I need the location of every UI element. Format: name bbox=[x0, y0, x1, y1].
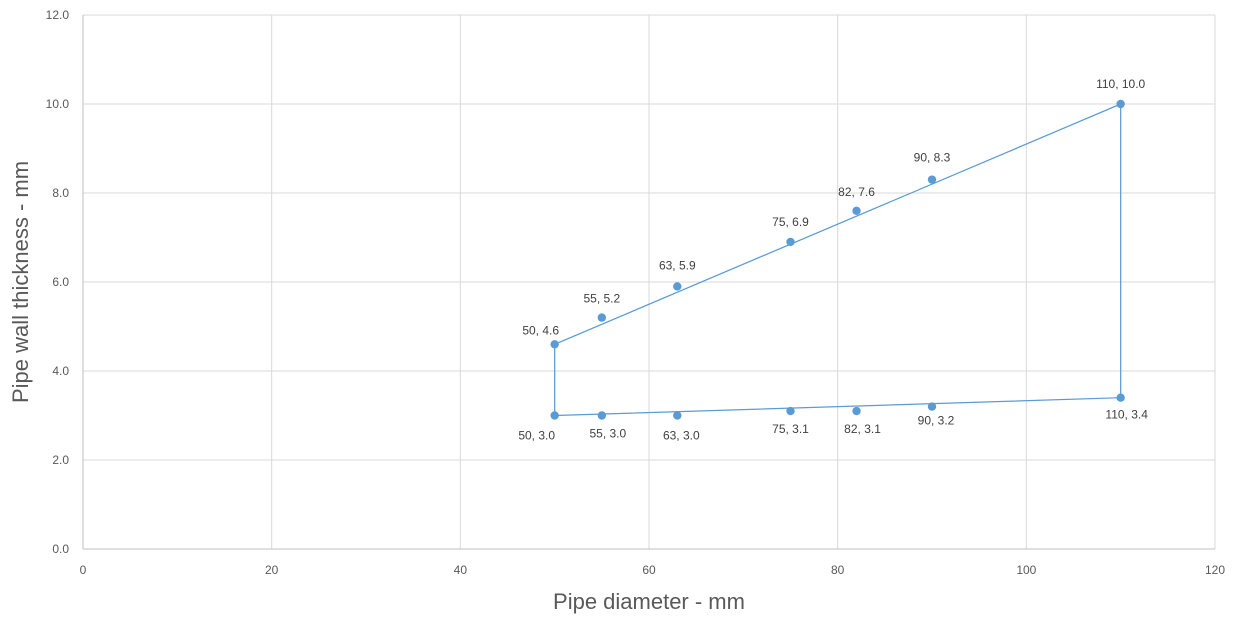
x-tick-label: 120 bbox=[1205, 563, 1225, 577]
y-tick-label: 12.0 bbox=[46, 8, 70, 22]
data-label: 90, 3.2 bbox=[918, 414, 955, 428]
tick-labels: 0 20 40 60 80 100 120 0.0 2.0 4.0 6.0 8.0 10.0 12.0 bbox=[46, 8, 1226, 577]
data-point bbox=[1116, 393, 1125, 402]
data-point bbox=[927, 402, 937, 411]
data-point bbox=[673, 411, 682, 420]
data-label: 110, 3.4 bbox=[1105, 408, 1148, 422]
data-point bbox=[550, 411, 559, 420]
y-axis-title: Pipe wall thickness - mm bbox=[8, 161, 33, 403]
y-tick-label: 2.0 bbox=[52, 453, 69, 467]
data-point bbox=[786, 406, 795, 416]
y-tick-label: 4.0 bbox=[52, 364, 69, 378]
data-label: 55, 5.2 bbox=[583, 292, 620, 306]
data-label: 50, 4.6 bbox=[522, 323, 559, 337]
x-tick-label: 0 bbox=[80, 563, 87, 577]
data-label: 90, 8.3 bbox=[914, 151, 951, 165]
data-label: 82, 7.6 bbox=[838, 185, 875, 199]
gridlines bbox=[83, 14, 1216, 549]
axes bbox=[82, 15, 1215, 550]
y-tick-label: 6.0 bbox=[52, 275, 69, 289]
data-point bbox=[550, 340, 559, 349]
x-tick-label: 40 bbox=[454, 563, 468, 577]
data-points bbox=[550, 99, 1125, 420]
data-labels: 50, 3.0 50, 4.6 55, 5.2 63, 5.9 75, 6.9 82, 7… bbox=[518, 77, 1148, 443]
x-tick-label: 100 bbox=[1016, 563, 1036, 577]
data-label: 110, 10.0 bbox=[1096, 77, 1145, 91]
data-label: 50, 3.0 bbox=[518, 429, 555, 443]
data-point bbox=[852, 406, 861, 416]
data-label: 75, 3.1 bbox=[772, 422, 809, 436]
data-point bbox=[597, 313, 607, 322]
x-axis-title: Pipe diameter - mm bbox=[553, 589, 745, 614]
x-tick-label: 20 bbox=[265, 563, 279, 577]
data-point bbox=[1116, 99, 1125, 109]
data-point bbox=[597, 411, 607, 420]
x-tick-label: 60 bbox=[642, 563, 656, 577]
data-label: 63, 5.9 bbox=[659, 258, 696, 272]
data-label: 75, 6.9 bbox=[772, 215, 809, 229]
data-label: 55, 3.0 bbox=[589, 427, 626, 441]
x-tick-label: 80 bbox=[831, 563, 845, 577]
data-point bbox=[852, 206, 861, 215]
data-point bbox=[673, 282, 682, 291]
y-tick-label: 8.0 bbox=[52, 186, 69, 200]
y-tick-label: 0.0 bbox=[52, 542, 69, 556]
data-label: 63, 3.0 bbox=[663, 429, 700, 443]
y-tick-label: 10.0 bbox=[46, 97, 70, 111]
data-label: 82, 3.1 bbox=[844, 422, 881, 436]
data-point bbox=[927, 175, 937, 184]
data-point bbox=[786, 237, 795, 247]
